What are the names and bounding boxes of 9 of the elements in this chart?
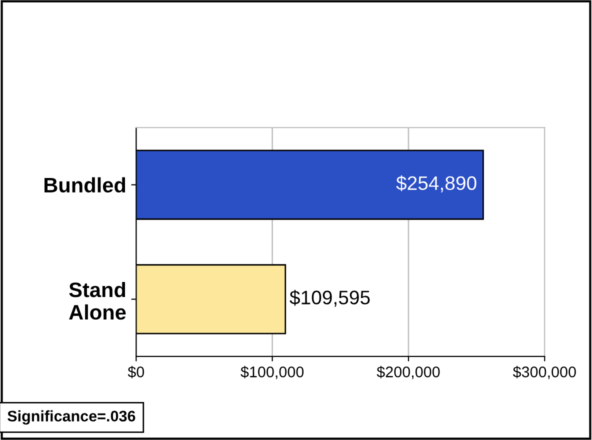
x-tick-label: $300,000 bbox=[512, 366, 576, 380]
x-tick-label: $200,000 bbox=[376, 366, 440, 380]
data-label: $109,595 bbox=[290, 290, 370, 307]
y-tick-label: Bundled bbox=[44, 177, 126, 193]
x-tick-label: $100,000 bbox=[240, 366, 304, 380]
y-tick-label: Stand Alone bbox=[69, 282, 126, 320]
text: Significance=.036 bbox=[8, 410, 136, 425]
data-label: $254,890 bbox=[396, 175, 476, 192]
x-tick-label: $0 bbox=[128, 366, 144, 378]
